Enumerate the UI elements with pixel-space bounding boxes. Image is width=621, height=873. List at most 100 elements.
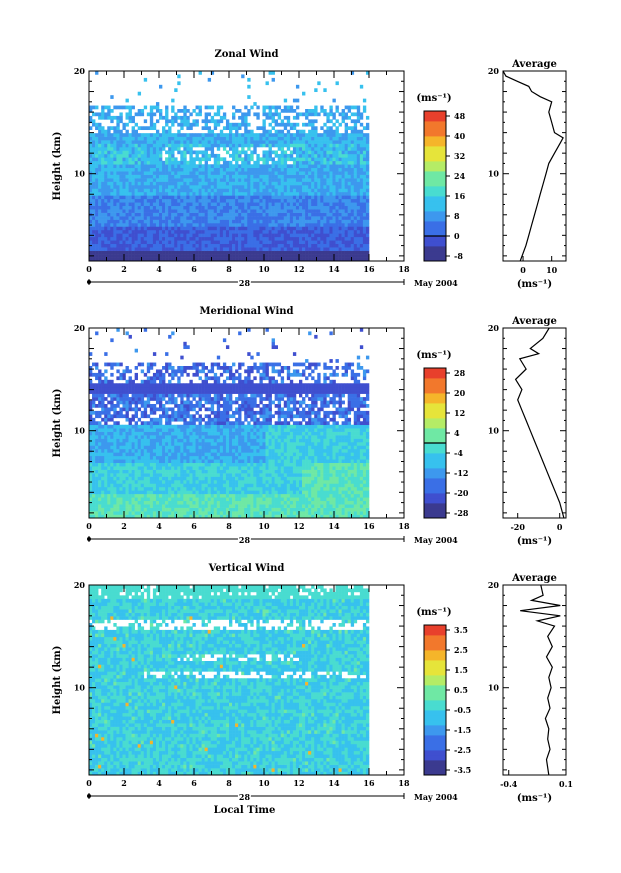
heatmap-cell	[317, 236, 321, 241]
heatmap-cell	[235, 181, 239, 186]
heatmap-cell	[143, 216, 148, 220]
heatmap-cell	[95, 410, 99, 415]
heatmap-cell	[98, 216, 102, 220]
heatmap-cell	[125, 393, 129, 398]
heatmap-cell	[247, 143, 251, 148]
heatmap-cell	[180, 229, 184, 234]
heatmap-cell	[152, 198, 157, 203]
heatmap-cell	[305, 236, 309, 241]
heatmap-cell	[113, 205, 117, 210]
heatmap-cell	[317, 181, 321, 186]
heatmap-cell	[314, 171, 318, 175]
heatmap-cell	[189, 191, 193, 196]
heatmap-cell	[362, 195, 367, 200]
heatmap-cell	[137, 438, 142, 443]
heatmap-cell	[238, 229, 242, 234]
heatmap-cell	[311, 195, 315, 200]
heatmap-cell	[238, 226, 242, 231]
heatmap-cell	[186, 167, 190, 172]
heatmap-cell	[299, 202, 303, 207]
heatmap-cell	[177, 202, 181, 207]
heatmap-cell	[359, 147, 364, 151]
heatmap-cell	[292, 223, 297, 227]
heatmap-cell	[95, 483, 99, 488]
heatmap-cell	[162, 136, 166, 141]
heatmap-cell	[329, 181, 333, 186]
heatmap-cell	[143, 140, 148, 144]
heatmap-cell	[159, 393, 163, 398]
heatmap-cell	[305, 250, 309, 255]
heatmap-cell	[326, 202, 330, 207]
heatmap-cell	[162, 366, 166, 370]
heatmap-cell	[317, 205, 321, 210]
heatmap-cell	[365, 153, 370, 158]
heatmap-cell	[128, 448, 132, 453]
heatmap-cell	[104, 216, 108, 220]
heatmap-cell	[311, 254, 315, 258]
heatmap-cell	[137, 212, 142, 217]
heatmap-cell	[159, 212, 163, 217]
heatmap-cell	[362, 178, 367, 182]
heatmap-cell	[165, 133, 169, 137]
heatmap-cell	[137, 109, 142, 113]
heatmap-cell	[140, 153, 145, 158]
heatmap-cell	[152, 250, 157, 255]
heatmap-cell	[183, 136, 187, 141]
heatmap-cell	[268, 226, 272, 231]
heatmap-cell	[165, 122, 169, 127]
heatmap-cell	[101, 397, 105, 401]
heatmap-cell	[162, 223, 166, 227]
heatmap-cell	[162, 167, 166, 172]
heatmap-cell	[286, 153, 291, 158]
heatmap-cell	[241, 212, 245, 217]
heatmap-cell	[168, 140, 172, 144]
heatmap-cell	[216, 109, 221, 113]
heatmap-cell	[171, 205, 175, 210]
heatmap-cell	[247, 202, 251, 207]
heatmap-cell	[314, 236, 318, 241]
heatmap-cell	[365, 250, 370, 255]
heatmap-cell	[213, 223, 218, 227]
heatmap-cell	[207, 212, 212, 217]
colorbar-band	[424, 121, 446, 127]
heatmap-cell	[174, 191, 178, 196]
heatmap-cell	[274, 229, 278, 234]
heatmap-cell	[89, 157, 93, 162]
heatmap-cell	[134, 407, 138, 412]
heatmap-cell	[95, 171, 99, 175]
heatmap-cell	[256, 157, 260, 162]
heatmap-cell	[329, 171, 333, 175]
heatmap-cell	[235, 160, 239, 165]
heatmap-cell	[98, 185, 102, 189]
heatmap-cell	[280, 136, 285, 141]
heatmap-cell	[353, 202, 358, 207]
heatmap-cell	[116, 198, 120, 203]
heatmap-cell	[356, 257, 361, 262]
heatmap-cell	[134, 435, 138, 439]
heatmap-cell	[152, 462, 157, 467]
heatmap-cell	[146, 191, 151, 196]
heatmap-cell	[119, 160, 123, 165]
heatmap-cell	[159, 209, 163, 213]
heatmap-cell	[247, 219, 251, 224]
heatmap-cell	[146, 438, 151, 443]
heatmap-cell	[286, 115, 291, 120]
heatmap-cell	[292, 160, 297, 165]
month-label: May 2004	[414, 278, 458, 288]
heatmap-cell	[134, 514, 138, 519]
heatmap-cell	[238, 205, 242, 210]
heatmap-cell	[152, 185, 157, 189]
heatmap-cell	[113, 493, 117, 498]
heatmap-cell	[262, 153, 266, 158]
heatmap-cell	[101, 188, 105, 193]
heatmap-cell	[344, 185, 348, 189]
heatmap-cell	[101, 223, 105, 227]
heatmap-cell	[180, 109, 184, 113]
heatmap-cell	[146, 212, 151, 217]
heatmap-cell	[174, 181, 178, 186]
heatmap-cell	[350, 167, 355, 172]
heatmap-cell	[314, 243, 318, 248]
heatmap-cell	[95, 143, 99, 148]
heatmap-cell	[189, 195, 193, 200]
heatmap-cell	[326, 205, 330, 210]
